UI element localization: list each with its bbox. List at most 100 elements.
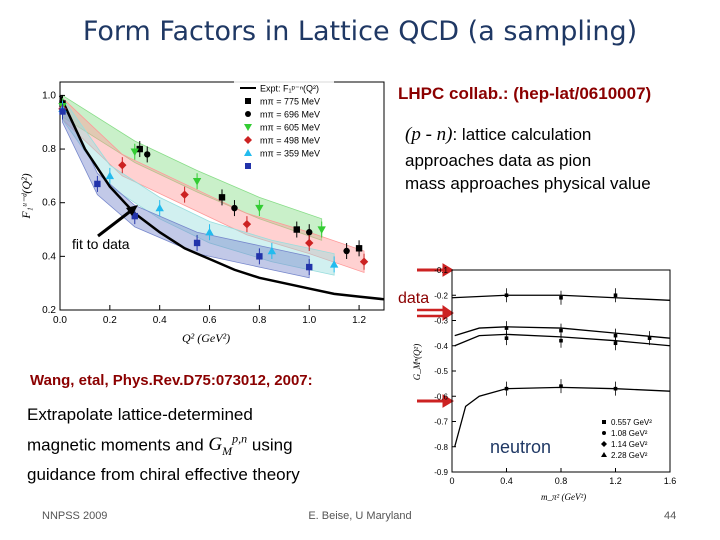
legend-label: mπ = 696 MeV <box>260 110 320 120</box>
lattice-points <box>58 95 369 276</box>
x-tick-label: 0.4 <box>500 476 513 486</box>
extrap-line2a: magnetic moments and <box>27 435 209 455</box>
x-tick-label: 0 <box>449 476 454 486</box>
legend-label: Expt: F₁ᵖ⁻ⁿ(Q²) <box>260 84 319 94</box>
x-tick-label: 1.6 <box>664 476 677 486</box>
data-point <box>317 226 326 234</box>
y-tick-label: -0.5 <box>434 367 448 376</box>
gm-symbol: GMp,n <box>208 432 248 459</box>
pn-line3: mass approaches physical value <box>405 174 651 193</box>
y-tick-label: -0.4 <box>434 342 448 351</box>
data-point <box>559 384 563 388</box>
y-tick-label: 0.6 <box>42 198 56 209</box>
legend-label: 1.14 GeV² <box>611 440 648 449</box>
arrow-icon <box>417 305 454 321</box>
extrap-line3: guidance from chiral effective theory <box>27 465 300 485</box>
data-point <box>306 263 313 271</box>
red-arrows <box>417 263 454 408</box>
legend-marker <box>245 163 251 169</box>
y-tick-label: -0.2 <box>434 291 448 300</box>
legend-marker <box>244 149 252 156</box>
x-tick-label: 0.8 <box>252 315 266 326</box>
data-point <box>293 226 300 233</box>
data-point <box>193 239 201 247</box>
error-band <box>62 94 323 241</box>
legend-label: 1.08 GeV² <box>611 429 648 438</box>
data-point <box>218 194 226 201</box>
data-point <box>504 326 509 330</box>
extrap-line2: magnetic moments and GMp,n using <box>27 427 367 463</box>
legend-marker <box>601 452 607 457</box>
data-point <box>613 386 618 391</box>
pn-line1: (p - n): lattice calculation <box>405 124 591 146</box>
expt-curve <box>58 94 385 301</box>
fit-label: fit to data <box>72 236 130 252</box>
data-point <box>306 229 313 236</box>
legend-label: mπ = 498 MeV <box>260 136 320 146</box>
data-point <box>105 171 115 180</box>
data-point <box>559 328 563 333</box>
data-point <box>205 228 214 236</box>
x-tick-label: 0.2 <box>103 315 117 326</box>
data-point <box>118 160 127 170</box>
x-tick-label: 1.2 <box>609 476 622 486</box>
data-point <box>559 295 563 300</box>
slide-title: Form Factors in Lattice QCD (a sampling) <box>82 16 638 47</box>
legend-label: mπ = 359 MeV <box>260 149 320 159</box>
x-tick-label: 0.4 <box>153 315 167 326</box>
data-point <box>144 151 151 158</box>
data-point <box>355 245 363 252</box>
data-point <box>613 341 618 346</box>
chart-ticks: 0 0.4 0.8 1.2 1.6 -0.1 -0.2 -0.3 -0.4 -0.5 -0.6 -0.… <box>412 266 676 502</box>
wang-citation: Wang, etal, Phys.Rev.D75:073012, 2007: <box>30 372 313 389</box>
legend-marker <box>602 420 606 424</box>
pn-line2: approaches data as pion <box>405 151 592 170</box>
chart-ticks: 0.0 0.2 0.4 0.6 0.8 1.0 1.20.20.40.60.81.0Q² (… <box>19 90 366 345</box>
data-point <box>647 336 652 340</box>
x-tick-label: 1.2 <box>352 315 366 326</box>
neutron-label: neutron <box>490 437 552 457</box>
data-point <box>613 333 618 338</box>
footer-center: E. Beise, U Maryland <box>308 510 412 522</box>
y-axis-label: F₁ᵘ⁻ᵈ(Q²) <box>19 173 33 219</box>
y-tick-label: 1.0 <box>42 90 56 101</box>
y-tick-label: 0.8 <box>42 144 56 155</box>
data-point <box>130 148 139 156</box>
data-point <box>242 219 252 229</box>
arrow-icon <box>417 394 454 408</box>
data-point <box>155 203 164 212</box>
footer-left: NNPSS 2009 <box>42 510 108 522</box>
gm-sub: M <box>222 444 233 459</box>
chart-axes <box>59 81 385 311</box>
pn-text: : lattice calculation <box>452 125 592 144</box>
y-tick-label: 0.2 <box>42 305 56 316</box>
y-tick-label: -0.3 <box>434 317 448 326</box>
data-point <box>504 386 509 391</box>
data-point <box>131 212 138 220</box>
y-axis-label: G_Mⁿ(Q²) <box>412 344 422 381</box>
legend-label: 2.28 GeV² <box>611 451 648 460</box>
legend-label: mπ = 775 MeV <box>260 97 320 107</box>
gm-sup: p,n <box>232 432 248 446</box>
data-point <box>256 253 263 260</box>
data-point <box>136 145 143 153</box>
data-point <box>359 257 369 266</box>
data-point <box>305 238 314 248</box>
y-tick-label: 0.4 <box>42 251 56 262</box>
gm-letter: G <box>208 434 223 456</box>
legend-marker <box>245 111 251 117</box>
chart-legend: 0.557 GeV² 1.08 GeV² 1.14 GeV² 2.28 GeV² <box>601 418 652 460</box>
data-point <box>329 260 339 268</box>
data-point <box>255 204 264 213</box>
extrapolate-text: Extrapolate lattice-determined magnetic … <box>27 403 367 487</box>
legend-marker <box>245 98 251 104</box>
error-band <box>62 97 365 274</box>
data-point <box>504 336 509 340</box>
x-tick-label: 0.6 <box>203 315 217 326</box>
data-point <box>94 180 101 188</box>
extrap-line2b: using <box>247 435 293 455</box>
chart-points <box>504 288 652 396</box>
expt-line <box>58 94 385 301</box>
lhpc-citation: LHPC collab.: (hep-lat/0610007) <box>398 84 652 103</box>
